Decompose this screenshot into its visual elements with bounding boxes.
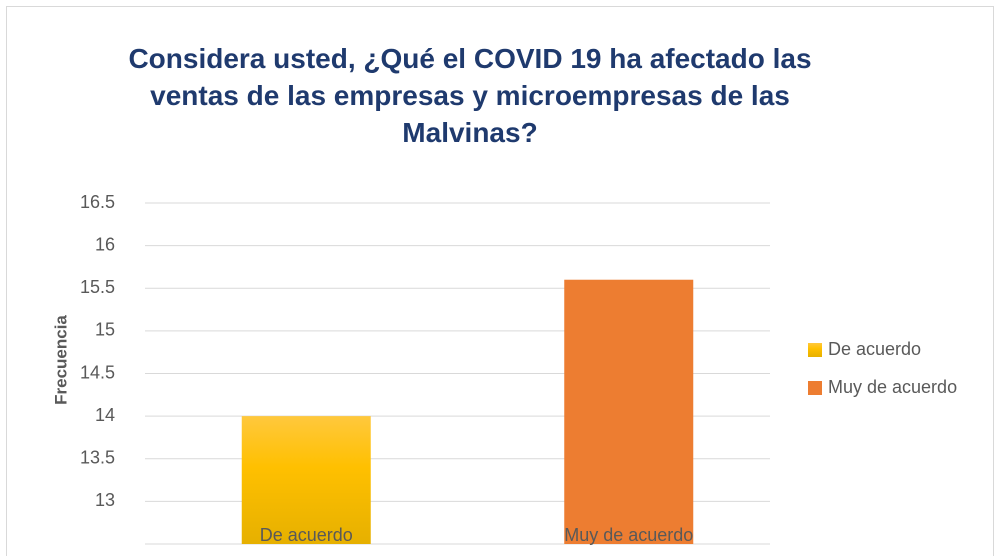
bar xyxy=(564,279,694,544)
y-tick-label: 13.5 xyxy=(80,448,115,468)
y-tick-label: 16.5 xyxy=(80,192,115,212)
chart-title: Considera usted, ¿Qué el COVID 19 ha afe… xyxy=(128,43,812,148)
chart-frame xyxy=(6,6,994,556)
y-tick-label: 14.5 xyxy=(80,362,115,382)
x-tick-label: De acuerdo xyxy=(260,525,353,545)
x-tick-label: Muy de acuerdo xyxy=(564,525,693,545)
legend-swatch xyxy=(808,343,822,357)
y-tick-label: 15 xyxy=(95,320,115,340)
bar xyxy=(241,416,371,544)
legend-swatch xyxy=(808,381,822,395)
legend-label: Muy de acuerdo xyxy=(828,377,957,397)
y-tick-label: 16 xyxy=(95,234,115,254)
y-tick-label: 13 xyxy=(95,490,115,510)
y-tick-label: 14 xyxy=(95,405,115,425)
y-tick-label: 15.5 xyxy=(80,277,115,297)
legend-label: De acuerdo xyxy=(828,339,921,359)
y-axis-label: Frecuencia xyxy=(51,315,70,405)
